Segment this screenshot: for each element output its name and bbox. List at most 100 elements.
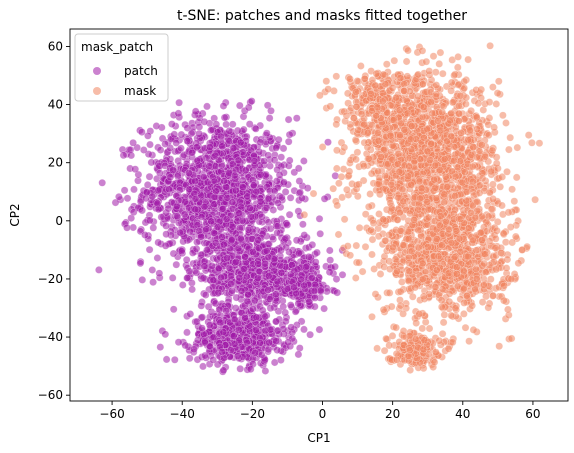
point-mask xyxy=(426,156,434,164)
point-patch xyxy=(241,253,249,261)
point-mask xyxy=(513,143,522,152)
point-patch xyxy=(219,204,227,213)
point-patch xyxy=(192,268,201,277)
point-patch xyxy=(254,236,263,244)
point-patch xyxy=(111,198,120,207)
point-patch xyxy=(277,246,285,255)
point-mask xyxy=(370,265,378,273)
point-patch xyxy=(230,340,239,348)
point-mask xyxy=(418,324,427,333)
points-layer xyxy=(95,41,544,376)
point-mask xyxy=(477,85,486,94)
point-patch xyxy=(219,366,228,375)
point-mask xyxy=(436,48,445,57)
point-patch xyxy=(185,354,194,363)
point-patch xyxy=(238,216,247,225)
point-patch xyxy=(95,266,103,274)
point-patch xyxy=(199,274,208,282)
point-patch xyxy=(193,156,202,165)
point-mask xyxy=(447,132,456,141)
point-patch xyxy=(148,192,157,201)
point-mask xyxy=(498,201,506,210)
point-patch xyxy=(277,268,286,277)
point-patch xyxy=(292,114,301,123)
point-mask xyxy=(510,197,519,206)
point-mask xyxy=(381,236,390,245)
point-patch xyxy=(172,139,181,147)
point-patch xyxy=(193,317,201,326)
point-patch xyxy=(209,356,218,364)
point-patch xyxy=(331,262,339,271)
point-patch xyxy=(211,151,220,160)
point-patch xyxy=(272,337,280,346)
point-patch xyxy=(169,305,178,314)
point-mask xyxy=(468,162,477,171)
point-patch xyxy=(201,338,209,347)
point-patch xyxy=(248,248,257,256)
point-patch xyxy=(313,248,321,257)
point-patch xyxy=(270,187,279,195)
point-patch xyxy=(283,221,292,229)
point-patch xyxy=(136,259,145,268)
point-patch xyxy=(308,274,316,282)
point-patch xyxy=(168,274,177,282)
point-mask xyxy=(438,329,447,338)
point-mask xyxy=(503,255,512,264)
point-patch xyxy=(235,209,244,218)
point-patch xyxy=(228,286,236,295)
point-mask xyxy=(405,162,413,171)
point-patch xyxy=(266,304,275,313)
point-mask xyxy=(357,62,365,70)
point-patch xyxy=(182,255,191,264)
point-patch xyxy=(170,355,179,364)
point-mask xyxy=(377,153,385,161)
point-mask xyxy=(507,334,516,343)
point-patch xyxy=(123,194,132,203)
point-patch xyxy=(235,273,244,282)
point-patch xyxy=(145,216,154,225)
point-mask xyxy=(502,119,510,127)
point-patch xyxy=(326,256,335,265)
point-patch xyxy=(277,193,286,202)
point-patch xyxy=(220,113,229,122)
point-patch xyxy=(320,194,329,203)
point-patch xyxy=(316,286,325,295)
point-patch xyxy=(275,171,284,179)
point-patch xyxy=(226,346,235,355)
point-mask xyxy=(404,46,412,55)
point-mask xyxy=(487,205,496,213)
point-mask xyxy=(476,181,484,190)
point-patch xyxy=(246,204,254,213)
point-patch xyxy=(264,218,273,227)
point-mask xyxy=(353,148,362,157)
point-patch xyxy=(273,346,282,354)
point-patch xyxy=(183,274,192,282)
point-mask xyxy=(478,298,487,306)
point-mask xyxy=(318,143,327,151)
point-patch xyxy=(280,178,288,187)
point-patch xyxy=(264,195,273,203)
point-patch xyxy=(315,325,324,334)
point-patch xyxy=(241,313,249,322)
point-patch xyxy=(173,212,182,221)
point-mask xyxy=(333,146,341,155)
point-patch xyxy=(320,304,328,313)
point-mask xyxy=(430,175,439,184)
point-patch xyxy=(240,265,248,273)
point-mask xyxy=(456,91,465,100)
point-mask xyxy=(455,109,463,118)
point-patch xyxy=(223,254,232,262)
point-mask xyxy=(446,116,454,125)
point-mask xyxy=(422,57,431,66)
point-mask xyxy=(494,77,503,86)
point-mask xyxy=(481,152,490,161)
point-patch xyxy=(129,138,137,147)
point-patch xyxy=(203,102,211,111)
point-mask xyxy=(469,326,478,334)
point-mask xyxy=(458,178,467,187)
point-mask xyxy=(343,242,352,250)
point-patch xyxy=(209,276,218,285)
point-patch xyxy=(296,188,304,197)
point-patch xyxy=(174,109,183,118)
point-patch xyxy=(277,356,285,364)
